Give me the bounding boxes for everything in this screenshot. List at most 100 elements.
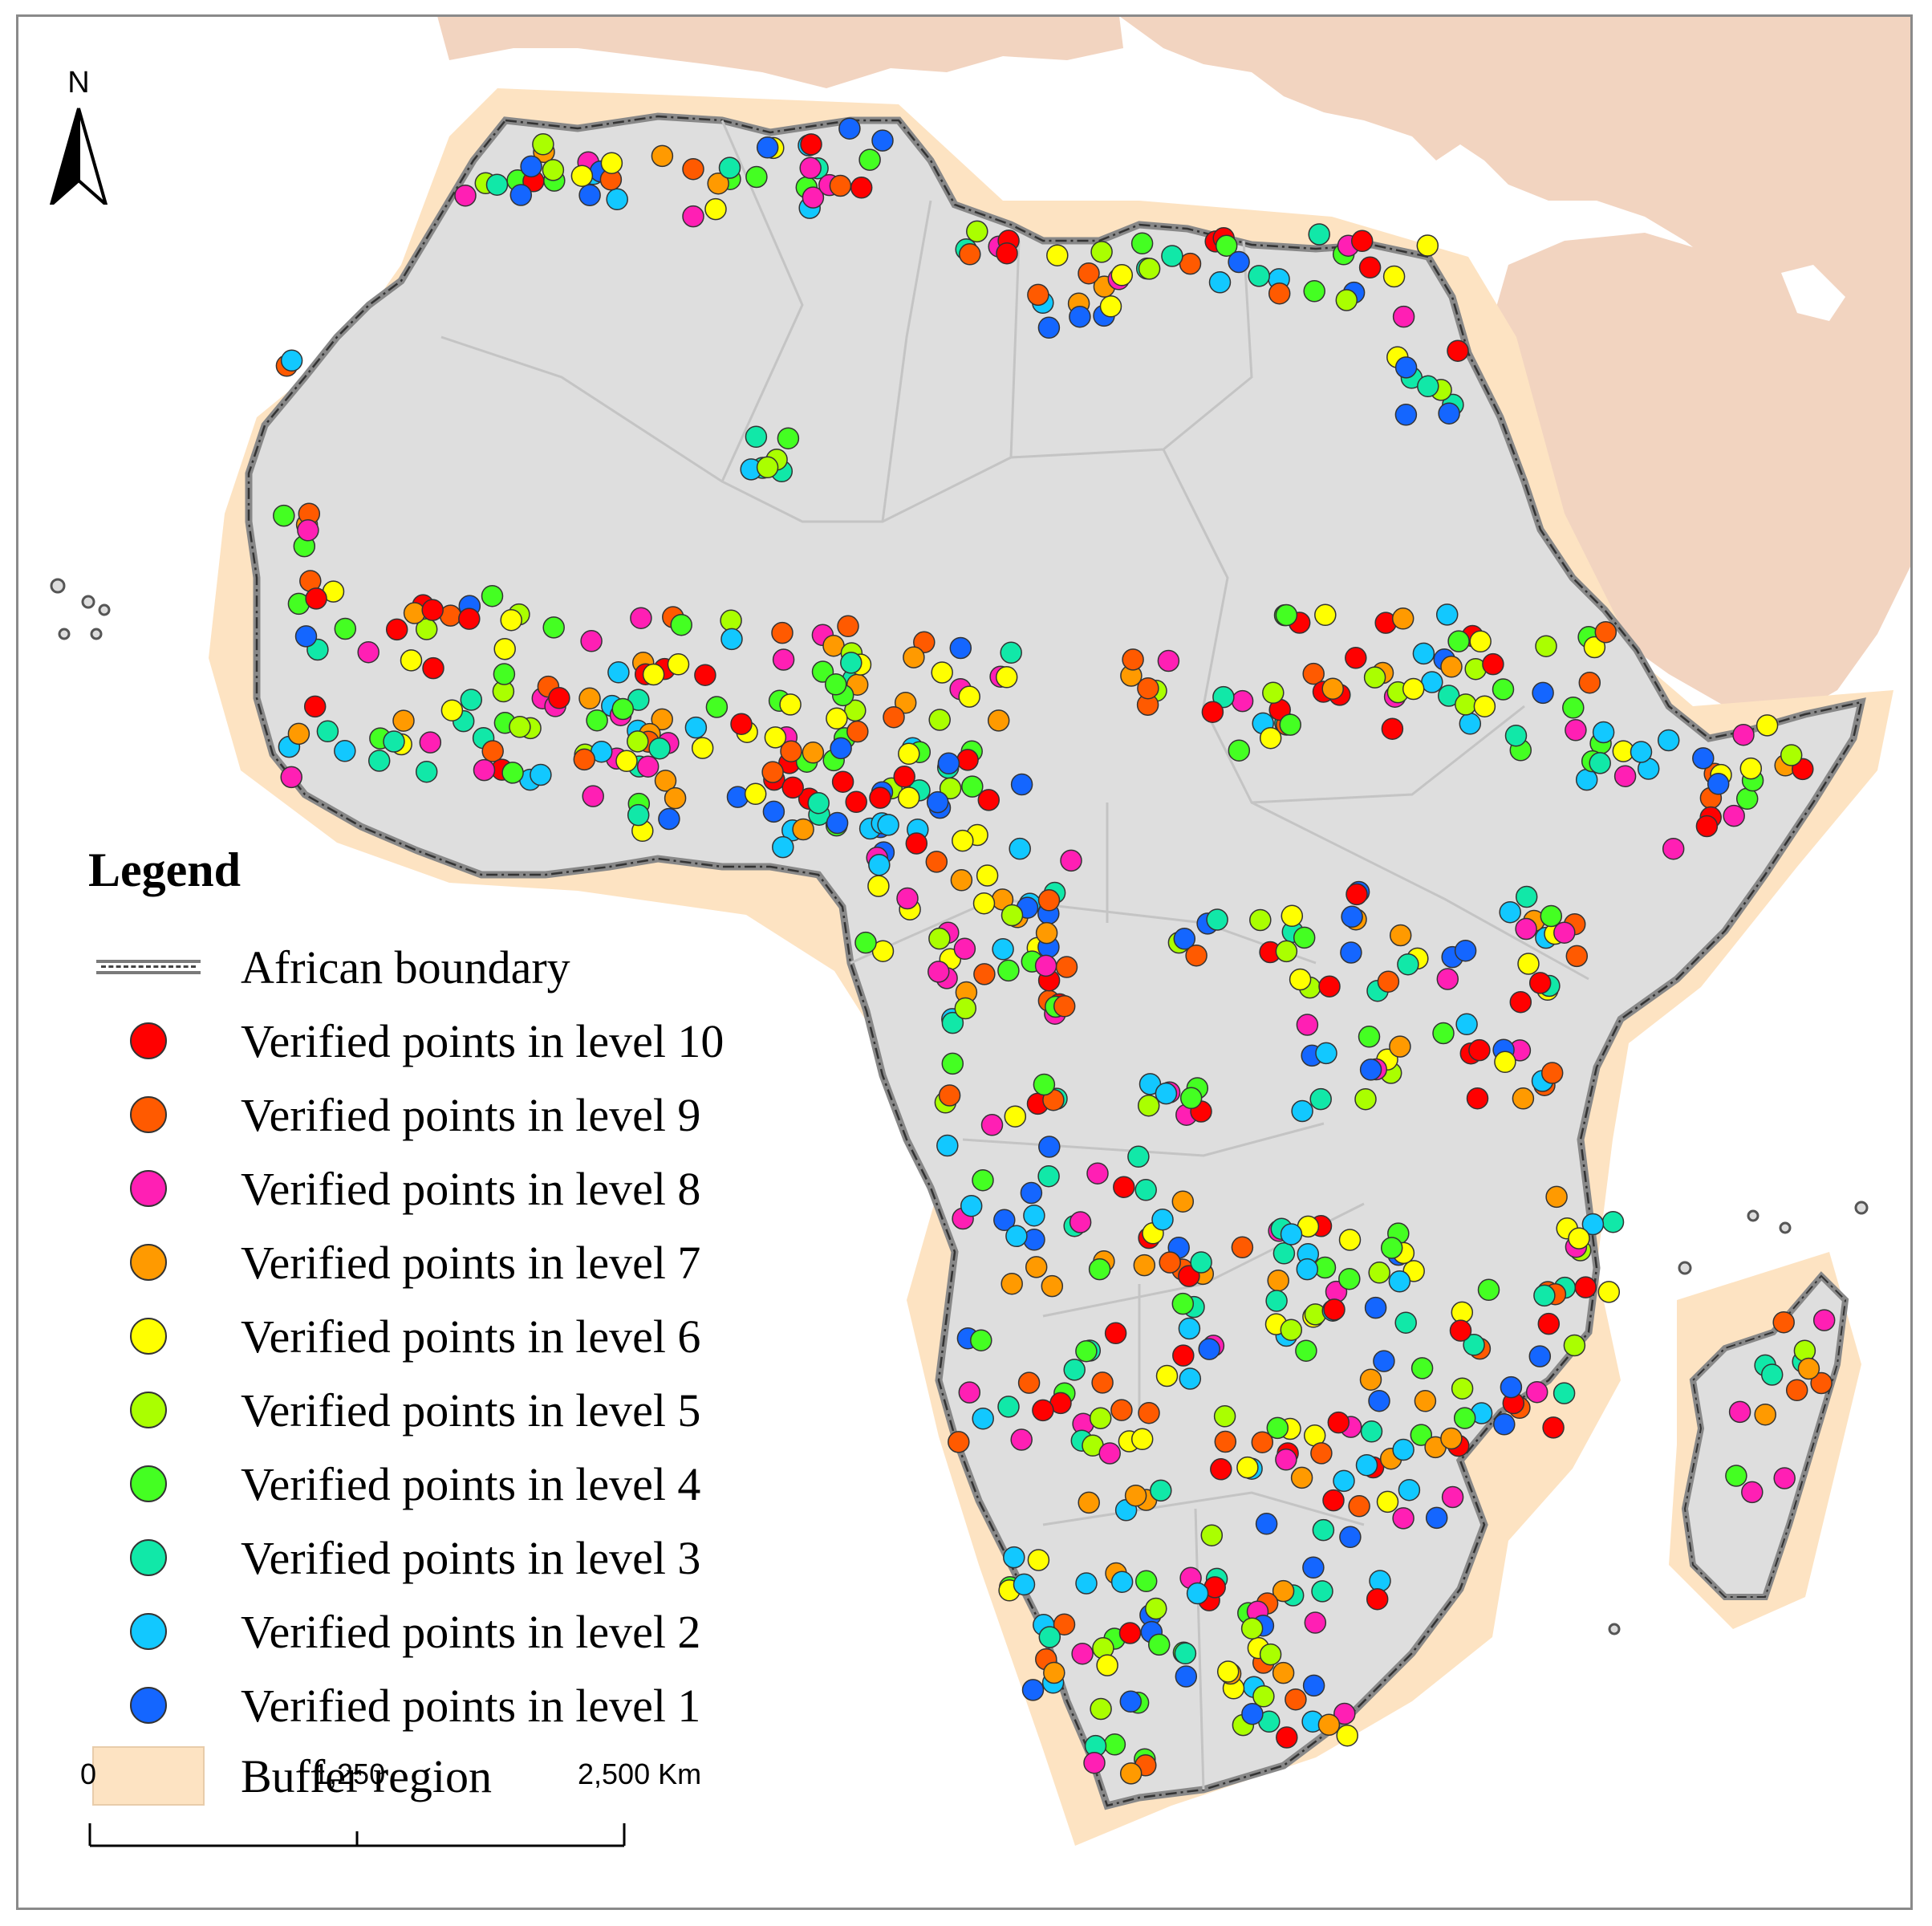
verified-point xyxy=(772,835,794,859)
verified-point xyxy=(1290,1466,1313,1489)
north-arrow: N xyxy=(47,66,111,210)
verified-point xyxy=(1589,752,1611,774)
verified-point xyxy=(850,177,873,199)
verified-point xyxy=(1381,717,1404,740)
legend-swatch xyxy=(130,1465,167,1502)
verified-point xyxy=(485,173,509,196)
verified-point xyxy=(1515,885,1538,908)
verified-point xyxy=(1210,1458,1232,1481)
verified-point xyxy=(707,172,729,195)
verified-point xyxy=(1214,1430,1237,1453)
verified-point xyxy=(1127,1145,1150,1168)
verified-point xyxy=(1083,1751,1106,1774)
verified-point xyxy=(802,742,825,764)
verified-point xyxy=(1348,1495,1370,1518)
verified-point xyxy=(903,646,925,668)
verified-point xyxy=(509,716,531,738)
verified-point xyxy=(1368,1262,1390,1284)
verified-point xyxy=(704,197,727,221)
verified-point xyxy=(1041,1274,1064,1298)
verified-point xyxy=(615,750,638,773)
verified-point xyxy=(883,705,905,729)
verified-point xyxy=(1249,908,1272,932)
verified-point xyxy=(867,875,890,897)
verified-point xyxy=(1091,1371,1114,1394)
verified-point xyxy=(1440,1427,1463,1450)
verified-point xyxy=(972,892,996,915)
verified-point xyxy=(1368,1389,1390,1412)
verified-point xyxy=(1280,1223,1303,1245)
verified-point xyxy=(667,653,690,676)
verified-point xyxy=(1251,1431,1274,1453)
verified-point xyxy=(1402,677,1425,701)
verified-point xyxy=(532,133,554,156)
verified-point xyxy=(1302,1556,1325,1579)
legend-label: Verified points in level 2 xyxy=(241,1605,701,1658)
verified-point xyxy=(481,584,504,607)
verified-point xyxy=(493,663,516,685)
legend-swatch xyxy=(130,1613,167,1650)
verified-point xyxy=(1455,693,1477,716)
verified-point xyxy=(542,616,565,639)
verified-point xyxy=(1760,1363,1784,1386)
verified-point xyxy=(894,691,917,714)
legend-swatch xyxy=(130,1687,167,1724)
verified-point xyxy=(1394,404,1418,426)
verified-point xyxy=(694,664,716,686)
legend-item: Verified points in level 4 xyxy=(88,1447,810,1521)
verified-point xyxy=(1280,1319,1303,1341)
verified-point xyxy=(897,786,920,809)
verified-point xyxy=(542,159,565,181)
verified-point xyxy=(460,689,483,711)
verified-point xyxy=(1410,1424,1433,1446)
verified-point xyxy=(357,640,380,664)
verified-point xyxy=(1468,1038,1491,1062)
verified-point xyxy=(779,693,802,716)
legend-item: Verified points in level 1 xyxy=(88,1668,810,1742)
verified-point xyxy=(1322,1489,1345,1512)
verified-point xyxy=(305,587,327,610)
verified-point xyxy=(1552,1382,1576,1404)
verified-point xyxy=(1020,1181,1043,1205)
verified-point xyxy=(1553,921,1576,944)
buffer-symbol xyxy=(88,1746,209,1806)
verified-point xyxy=(1110,1399,1133,1421)
verified-point xyxy=(1069,1211,1092,1233)
verified-point xyxy=(761,761,784,783)
verified-point xyxy=(1662,837,1685,860)
scale-label-0: 0 xyxy=(80,1757,97,1790)
verified-point xyxy=(1236,1456,1259,1479)
verified-point xyxy=(997,1396,1020,1418)
point-symbol xyxy=(88,1613,209,1650)
verified-point xyxy=(1155,1364,1179,1388)
verified-point xyxy=(1151,1208,1174,1231)
verified-point xyxy=(1563,1334,1586,1357)
verified-point xyxy=(691,737,714,759)
verified-point xyxy=(1366,1587,1389,1611)
verified-point xyxy=(1090,1697,1112,1721)
legend-item: Verified points in level 6 xyxy=(88,1299,810,1373)
verified-point xyxy=(1315,1042,1337,1065)
verified-point xyxy=(1025,1256,1048,1278)
verified-point xyxy=(1145,1597,1167,1620)
verified-point xyxy=(1228,250,1250,274)
verified-point xyxy=(1159,1251,1181,1274)
verified-point xyxy=(1528,1345,1552,1367)
boundary-symbol xyxy=(88,960,209,974)
verified-point xyxy=(829,174,852,197)
verified-point xyxy=(1069,305,1091,328)
verified-point xyxy=(840,652,862,674)
verified-point xyxy=(802,186,825,209)
verified-point xyxy=(1355,1453,1378,1477)
verified-point xyxy=(1010,1428,1033,1451)
verified-point xyxy=(1310,1442,1333,1465)
verified-point xyxy=(1492,678,1515,701)
verified-point xyxy=(1772,1310,1795,1334)
verified-point xyxy=(1335,289,1358,311)
legend-item: Verified points in level 2 xyxy=(88,1595,810,1668)
verified-point xyxy=(454,184,477,207)
verified-point xyxy=(893,766,915,788)
verified-point xyxy=(1240,1617,1264,1640)
verified-point xyxy=(1376,1490,1399,1514)
verified-point xyxy=(1071,1642,1094,1665)
